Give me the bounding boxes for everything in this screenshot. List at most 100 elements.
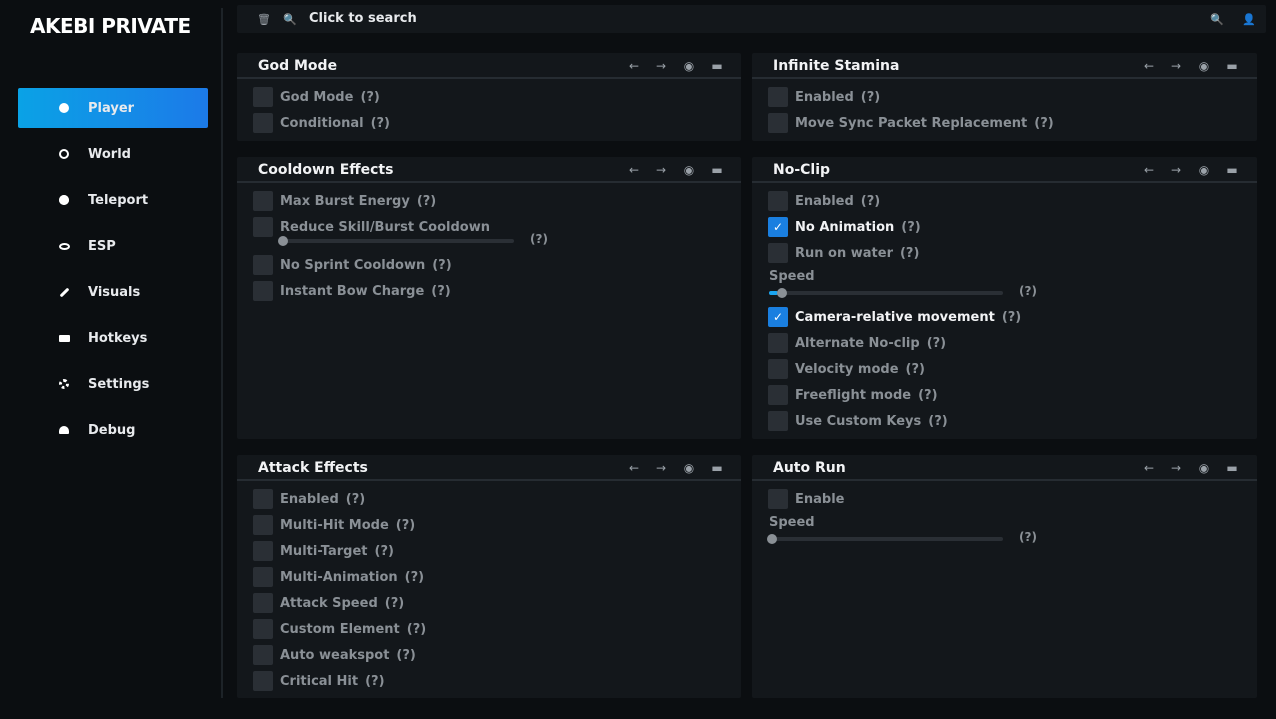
checkbox-row[interactable]: Max Burst Energy (?) bbox=[253, 191, 436, 211]
slider-knob[interactable] bbox=[777, 288, 788, 298]
checkbox-row[interactable]: Use Custom Keys (?) bbox=[768, 411, 948, 431]
keyboard-icon[interactable]: ▬ bbox=[711, 461, 723, 475]
checkbox-row[interactable]: Critical Hit (?) bbox=[253, 671, 385, 691]
keyboard-icon[interactable]: ▬ bbox=[711, 163, 723, 177]
checkbox-row[interactable]: Enable bbox=[768, 489, 845, 509]
help-marker[interactable]: (?) bbox=[432, 257, 452, 273]
checkbox[interactable] bbox=[768, 333, 788, 353]
keyboard-icon[interactable]: ▬ bbox=[711, 59, 723, 73]
checkbox-row[interactable]: Velocity mode (?) bbox=[768, 359, 925, 379]
speed-slider[interactable] bbox=[769, 288, 1003, 298]
checkbox-row[interactable]: ✓ No Animation (?) bbox=[768, 217, 921, 237]
arrow-left-icon[interactable]: ← bbox=[1143, 461, 1155, 475]
checkbox-row[interactable]: Move Sync Packet Replacement (?) bbox=[768, 113, 1054, 133]
checkbox[interactable] bbox=[253, 567, 273, 587]
checkbox-row[interactable]: God Mode (?) bbox=[253, 87, 380, 107]
arrow-right-icon[interactable]: → bbox=[655, 59, 667, 73]
help-marker[interactable]: (?) bbox=[431, 283, 451, 299]
eye-icon[interactable]: ◉ bbox=[683, 163, 695, 177]
trash-icon[interactable]: 🗑 bbox=[257, 12, 271, 26]
arrow-right-icon[interactable]: → bbox=[655, 163, 667, 177]
checkbox-row[interactable]: Multi-Animation (?) bbox=[253, 567, 424, 587]
checkbox[interactable] bbox=[253, 489, 273, 509]
checkbox-row[interactable]: Reduce Skill/Burst Cooldown bbox=[253, 217, 490, 237]
sidebar-item-debug[interactable]: Debug bbox=[18, 410, 208, 450]
sidebar-item-settings[interactable]: Settings bbox=[18, 364, 208, 404]
help-marker[interactable]: (?) bbox=[926, 335, 947, 351]
arrow-right-icon[interactable]: → bbox=[1170, 461, 1182, 475]
cooldown-slider[interactable] bbox=[278, 236, 514, 246]
help-marker[interactable]: (?) bbox=[384, 595, 405, 611]
checkbox-row[interactable]: Instant Bow Charge (?) bbox=[253, 281, 451, 301]
checkbox-row[interactable]: No Sprint Cooldown (?) bbox=[253, 255, 452, 275]
help-marker[interactable]: (?) bbox=[1019, 284, 1037, 298]
checkbox-checked[interactable]: ✓ bbox=[768, 307, 788, 327]
checkbox[interactable] bbox=[768, 243, 788, 263]
checkbox[interactable] bbox=[768, 411, 788, 431]
eye-icon[interactable]: ◉ bbox=[683, 461, 695, 475]
checkbox[interactable] bbox=[768, 113, 788, 133]
help-marker[interactable]: (?) bbox=[1019, 530, 1037, 544]
checkbox-row[interactable]: Enabled (?) bbox=[768, 87, 880, 107]
help-marker[interactable]: (?) bbox=[395, 517, 416, 533]
slider-knob[interactable] bbox=[278, 236, 288, 246]
help-marker[interactable]: (?) bbox=[860, 193, 881, 209]
checkbox[interactable] bbox=[253, 191, 273, 211]
arrow-left-icon[interactable]: ← bbox=[628, 461, 640, 475]
sidebar-item-player[interactable]: Player bbox=[18, 88, 208, 128]
checkbox[interactable] bbox=[253, 87, 273, 107]
keyboard-icon[interactable]: ▬ bbox=[1226, 461, 1238, 475]
checkbox-row[interactable]: Enabled (?) bbox=[768, 191, 880, 211]
help-marker[interactable]: (?) bbox=[416, 193, 437, 209]
user-icon[interactable]: 👤 bbox=[1242, 12, 1256, 26]
arrow-right-icon[interactable]: → bbox=[1170, 163, 1182, 177]
arrow-left-icon[interactable]: ← bbox=[628, 59, 640, 73]
checkbox-row[interactable]: Enabled (?) bbox=[253, 489, 365, 509]
checkbox-row[interactable]: Multi-Hit Mode (?) bbox=[253, 515, 415, 535]
checkbox-checked[interactable]: ✓ bbox=[768, 217, 788, 237]
search-input[interactable]: Click to search bbox=[309, 11, 417, 26]
checkbox[interactable] bbox=[253, 619, 273, 639]
checkbox-row[interactable]: ✓ Camera-relative movement (?) bbox=[768, 307, 1021, 327]
checkbox[interactable] bbox=[253, 255, 273, 275]
sidebar-item-esp[interactable]: ESP bbox=[18, 226, 208, 266]
checkbox[interactable] bbox=[768, 359, 788, 379]
speed-slider[interactable] bbox=[767, 534, 1003, 544]
checkbox[interactable] bbox=[768, 385, 788, 405]
help-marker[interactable]: (?) bbox=[370, 115, 391, 131]
keyboard-icon[interactable]: ▬ bbox=[1226, 59, 1238, 73]
help-marker[interactable]: (?) bbox=[365, 673, 385, 689]
eye-icon[interactable]: ◉ bbox=[1198, 59, 1210, 73]
help-marker[interactable]: (?) bbox=[918, 387, 938, 403]
help-marker[interactable]: (?) bbox=[374, 543, 394, 559]
arrow-left-icon[interactable]: ← bbox=[628, 163, 640, 177]
help-marker[interactable]: (?) bbox=[1001, 309, 1022, 325]
checkbox[interactable] bbox=[768, 489, 788, 509]
checkbox[interactable] bbox=[768, 191, 788, 211]
help-marker[interactable]: (?) bbox=[928, 413, 948, 429]
sidebar-item-visuals[interactable]: Visuals bbox=[18, 272, 208, 312]
checkbox-row[interactable]: Alternate No-clip (?) bbox=[768, 333, 946, 353]
sidebar-item-world[interactable]: World bbox=[18, 134, 208, 174]
checkbox[interactable] bbox=[253, 113, 273, 133]
checkbox-row[interactable]: Custom Element (?) bbox=[253, 619, 426, 639]
help-marker[interactable]: (?) bbox=[406, 621, 427, 637]
help-marker[interactable]: (?) bbox=[396, 647, 416, 663]
help-marker[interactable]: (?) bbox=[530, 232, 548, 246]
checkbox[interactable] bbox=[253, 671, 273, 691]
arrow-left-icon[interactable]: ← bbox=[1143, 163, 1155, 177]
sidebar-item-hotkeys[interactable]: Hotkeys bbox=[18, 318, 208, 358]
sidebar-divider[interactable] bbox=[221, 8, 223, 698]
eye-icon[interactable]: ◉ bbox=[1198, 461, 1210, 475]
checkbox-row[interactable]: Multi-Target (?) bbox=[253, 541, 394, 561]
help-marker[interactable]: (?) bbox=[905, 361, 925, 377]
sidebar-item-teleport[interactable]: Teleport bbox=[18, 180, 208, 220]
checkbox[interactable] bbox=[253, 541, 273, 561]
eye-icon[interactable]: ◉ bbox=[1198, 163, 1210, 177]
checkbox[interactable] bbox=[253, 593, 273, 613]
checkbox-row[interactable]: Attack Speed (?) bbox=[253, 593, 404, 613]
arrow-right-icon[interactable]: → bbox=[1170, 59, 1182, 73]
checkbox[interactable] bbox=[253, 281, 273, 301]
help-marker[interactable]: (?) bbox=[345, 491, 366, 507]
checkbox[interactable] bbox=[253, 515, 273, 535]
